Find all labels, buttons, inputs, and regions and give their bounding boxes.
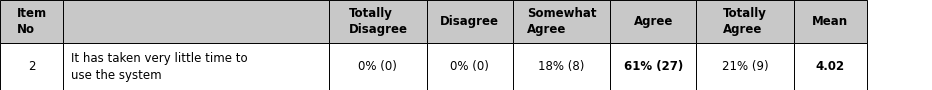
Bar (63, 43, 329, 90)
Text: It has taken very little time to
use the system: It has taken very little time to use the… (71, 52, 248, 82)
Bar (794, 0, 867, 43)
Bar (513, 43, 610, 90)
Text: 0% (0): 0% (0) (359, 60, 397, 73)
Bar (63, 0, 329, 43)
Bar (0, 0, 63, 43)
Text: 4.02: 4.02 (816, 60, 845, 73)
Bar (0, 43, 63, 90)
Text: 18% (8): 18% (8) (539, 60, 584, 73)
Bar (513, 0, 610, 43)
Text: Mean: Mean (813, 15, 848, 28)
Text: Disagree: Disagree (440, 15, 500, 28)
Bar (427, 0, 513, 43)
Text: Item
No: Item No (17, 7, 47, 36)
Text: Somewhat
Agree: Somewhat Agree (527, 7, 596, 36)
Bar (610, 0, 696, 43)
Bar (696, 0, 794, 43)
Text: Totally
Disagree: Totally Disagree (349, 7, 407, 36)
Text: 0% (0): 0% (0) (450, 60, 489, 73)
Text: Totally
Agree: Totally Agree (723, 7, 767, 36)
Text: 21% (9): 21% (9) (721, 60, 769, 73)
Text: 2: 2 (28, 60, 35, 73)
Text: Agree: Agree (634, 15, 673, 28)
Bar (329, 43, 427, 90)
Bar (427, 43, 513, 90)
Bar (329, 0, 427, 43)
Bar (696, 43, 794, 90)
Text: 61% (27): 61% (27) (624, 60, 683, 73)
Bar (610, 43, 696, 90)
Bar (794, 43, 867, 90)
